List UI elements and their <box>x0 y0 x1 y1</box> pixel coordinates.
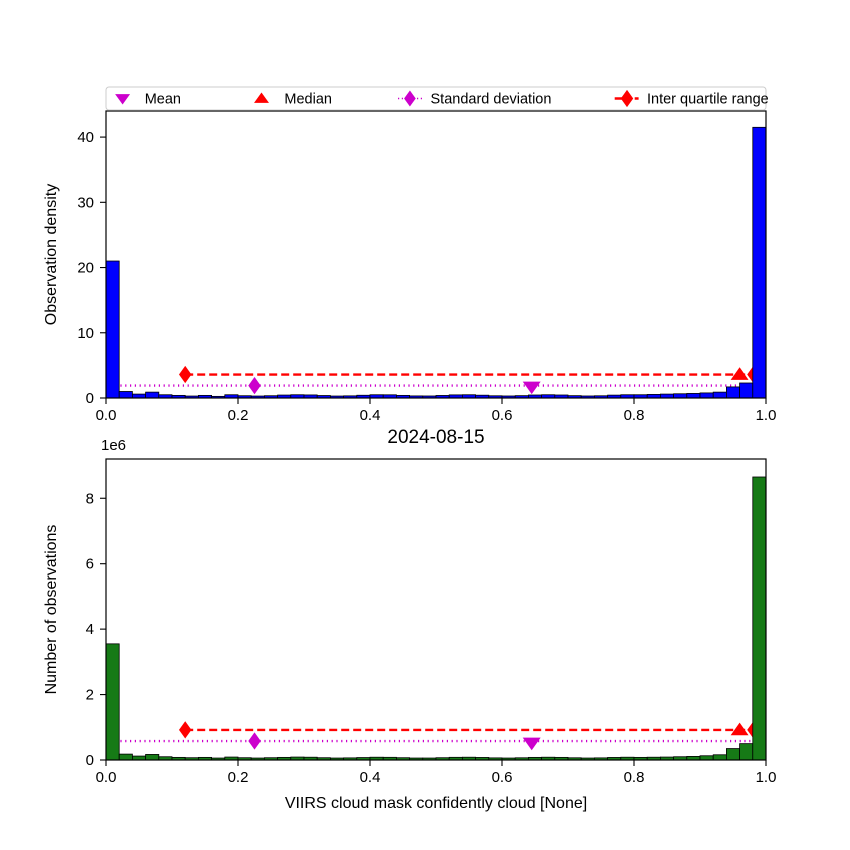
svg-text:30: 30 <box>77 194 94 211</box>
svg-text:0.0: 0.0 <box>96 769 117 786</box>
svg-text:0.2: 0.2 <box>228 407 249 424</box>
svg-text:0.6: 0.6 <box>492 407 513 424</box>
svg-text:Observation density: Observation density <box>43 184 60 325</box>
svg-text:Number of observations: Number of observations <box>43 525 60 695</box>
svg-text:2: 2 <box>86 687 94 704</box>
svg-text:0: 0 <box>86 752 94 769</box>
svg-text:1.0: 1.0 <box>756 407 777 424</box>
svg-text:Inter quartile range: Inter quartile range <box>647 91 769 107</box>
svg-text:VIIRS cloud mask confidently c: VIIRS cloud mask confidently cloud [None… <box>285 795 587 812</box>
svg-text:0.0: 0.0 <box>96 407 117 424</box>
svg-text:0.8: 0.8 <box>624 407 645 424</box>
svg-text:Median: Median <box>284 91 332 107</box>
svg-text:Standard deviation: Standard deviation <box>431 91 552 107</box>
svg-text:6: 6 <box>86 556 94 573</box>
svg-text:2024-08-15: 2024-08-15 <box>387 427 484 448</box>
svg-text:Mean: Mean <box>145 91 181 107</box>
svg-text:1e6: 1e6 <box>101 437 126 454</box>
svg-text:0.2: 0.2 <box>228 769 249 786</box>
svg-text:0.4: 0.4 <box>360 769 381 786</box>
svg-text:20: 20 <box>77 260 94 277</box>
svg-text:0: 0 <box>86 390 94 407</box>
svg-text:40: 40 <box>77 129 94 146</box>
svg-text:0.6: 0.6 <box>492 769 513 786</box>
svg-text:0.8: 0.8 <box>624 769 645 786</box>
svg-text:8: 8 <box>86 490 94 507</box>
svg-text:0.4: 0.4 <box>360 407 381 424</box>
svg-text:4: 4 <box>86 621 94 638</box>
svg-text:1.0: 1.0 <box>756 769 777 786</box>
svg-text:10: 10 <box>77 325 94 342</box>
